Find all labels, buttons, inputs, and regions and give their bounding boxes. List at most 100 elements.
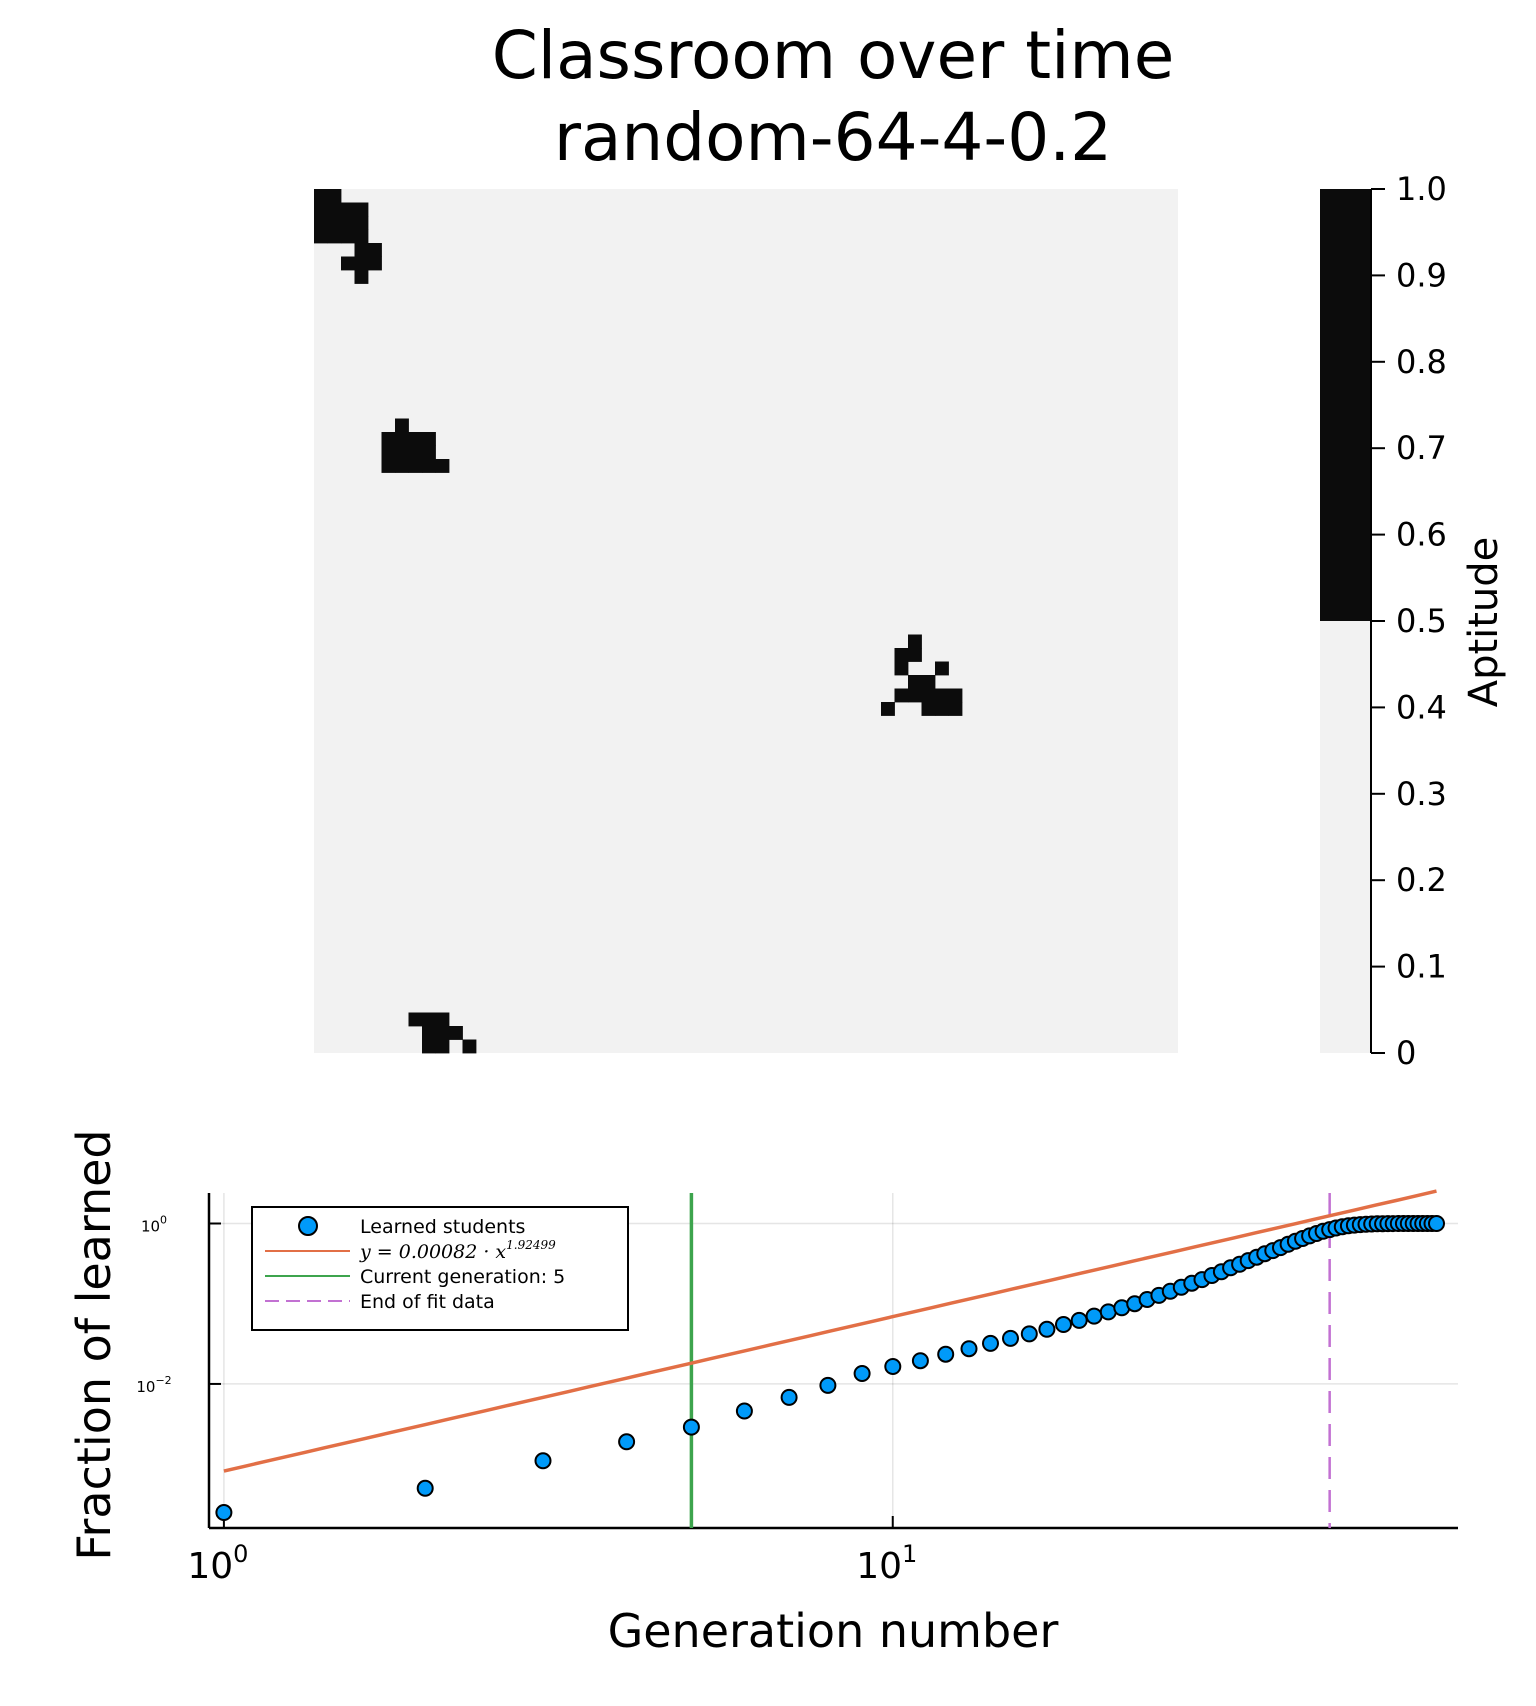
data-point (1038, 1320, 1056, 1338)
colorbar-tick-label: 1.0 (1396, 170, 1447, 208)
colorbar-tick-label: 0.3 (1396, 775, 1447, 813)
heatmap-cell (948, 688, 963, 703)
heatmap-cell (381, 459, 396, 473)
colorbar: 0 0.1 0.2 0.3 0.4 0.5 0.6 0.7 0.8 0.9 1.0 (1320, 170, 1447, 1072)
heatmap-cell (435, 1039, 450, 1054)
heatmap-cell (935, 661, 949, 676)
heatmap-cell (395, 418, 409, 433)
data-point (1055, 1316, 1072, 1333)
data-point (911, 1352, 929, 1370)
heatmap-cell (314, 229, 328, 244)
y-tick-exponent: 0 (160, 1214, 167, 1227)
data-point (1020, 1325, 1038, 1343)
y-tick-label: 10−2 (136, 1374, 171, 1396)
heatmap-cell (422, 1026, 436, 1040)
heatmap-cell (395, 445, 409, 460)
heatmap-cell (894, 688, 909, 703)
legend-fit-exponent: 1.92499 (506, 1238, 556, 1252)
heatmap-cell (327, 229, 342, 244)
heatmap-cell (341, 256, 355, 271)
heatmap-cell (921, 702, 936, 716)
heatmap-cell (408, 445, 423, 460)
heatmap-cell (354, 243, 369, 257)
heatmap-cell (422, 432, 436, 446)
heatmap-cell (908, 675, 922, 689)
heatmap-cell (921, 675, 936, 689)
data-point (853, 1365, 871, 1382)
x-axis-label: Generation number (608, 1604, 1059, 1658)
x-tick-label: 100 (187, 1540, 248, 1587)
heatmap-cell (435, 459, 450, 473)
colorbar-tick-label: 0.8 (1396, 343, 1447, 381)
heatmap-background (314, 189, 1178, 1053)
data-point (819, 1376, 837, 1394)
heatmap-cell (368, 243, 382, 257)
heatmap-cell (341, 202, 355, 217)
heatmap-cell (341, 216, 355, 230)
heatmap-cell (341, 229, 355, 244)
heatmap-grid (314, 189, 1178, 1054)
data-point (735, 1402, 753, 1420)
heatmap-cell (395, 459, 409, 473)
data-point (982, 1334, 999, 1352)
heatmap-cell (422, 459, 436, 473)
colorbar-tick-label: 0.9 (1396, 256, 1447, 294)
heatmap-cell (354, 270, 369, 284)
data-point (937, 1345, 955, 1363)
heatmap-cell (908, 688, 922, 703)
chart-subtitle: random-64-4-0.2 (554, 99, 1112, 176)
heatmap-cell (327, 202, 342, 217)
heatmap-cell (435, 1012, 450, 1027)
colorbar-tick-label: 0.2 (1396, 861, 1447, 899)
colorbar-tick-label: 0.1 (1396, 948, 1447, 986)
heatmap-cell (435, 1026, 450, 1040)
data-point (618, 1433, 636, 1451)
heatmap-cell (381, 445, 396, 460)
data-point (1002, 1329, 1019, 1347)
heatmap-cell (935, 688, 949, 703)
heatmap-cell (327, 189, 342, 203)
data-point (416, 1479, 434, 1497)
heatmap-cell (449, 1026, 463, 1040)
colorbar-tick-label: 0.6 (1396, 516, 1447, 554)
heatmap-cell (408, 459, 423, 473)
heatmap-cell (381, 432, 396, 446)
colorbar-tick-label: 0.4 (1396, 688, 1447, 726)
data-point (1070, 1311, 1088, 1329)
heatmap-cell (314, 216, 328, 230)
heatmap-cell (881, 702, 895, 716)
data-point (780, 1388, 798, 1406)
heatmap-cell (908, 634, 922, 649)
heatmap-cell (935, 702, 949, 716)
x-tick-exponent: 1 (902, 1540, 917, 1568)
heatmap-cell (894, 661, 909, 676)
data-point (960, 1340, 978, 1358)
x-tick-label: 101 (856, 1540, 917, 1587)
heatmap-cell (395, 432, 409, 446)
heatmap-cell (354, 202, 369, 217)
colorbar-tick-label: 0 (1396, 1034, 1416, 1072)
heatmap-cell (921, 688, 936, 703)
fit-line (223, 1189, 1437, 1473)
data-point (1428, 1215, 1445, 1232)
legend-marker-learned (298, 1216, 318, 1236)
heatmap-cell (314, 189, 328, 203)
data-point (884, 1358, 902, 1375)
legend-label-current: Current generation: 5 (360, 1266, 565, 1288)
y-axis-label: Fraction of learned (67, 1129, 121, 1560)
chart-title: Classroom over time (492, 17, 1175, 94)
heatmap-cell (422, 445, 436, 460)
heatmap-cell (354, 256, 369, 271)
colorbar-high (1320, 189, 1371, 621)
heatmap-cell (408, 1012, 423, 1027)
heatmap-cell (368, 256, 382, 271)
data-point (682, 1418, 700, 1436)
heatmap-cell (908, 648, 922, 662)
data-point (215, 1504, 233, 1521)
colorbar-label: Aptitude (1461, 537, 1507, 708)
heatmap-cell (354, 229, 369, 244)
heatmap-cell (948, 702, 963, 716)
y-tick-label: 100 (141, 1214, 167, 1236)
